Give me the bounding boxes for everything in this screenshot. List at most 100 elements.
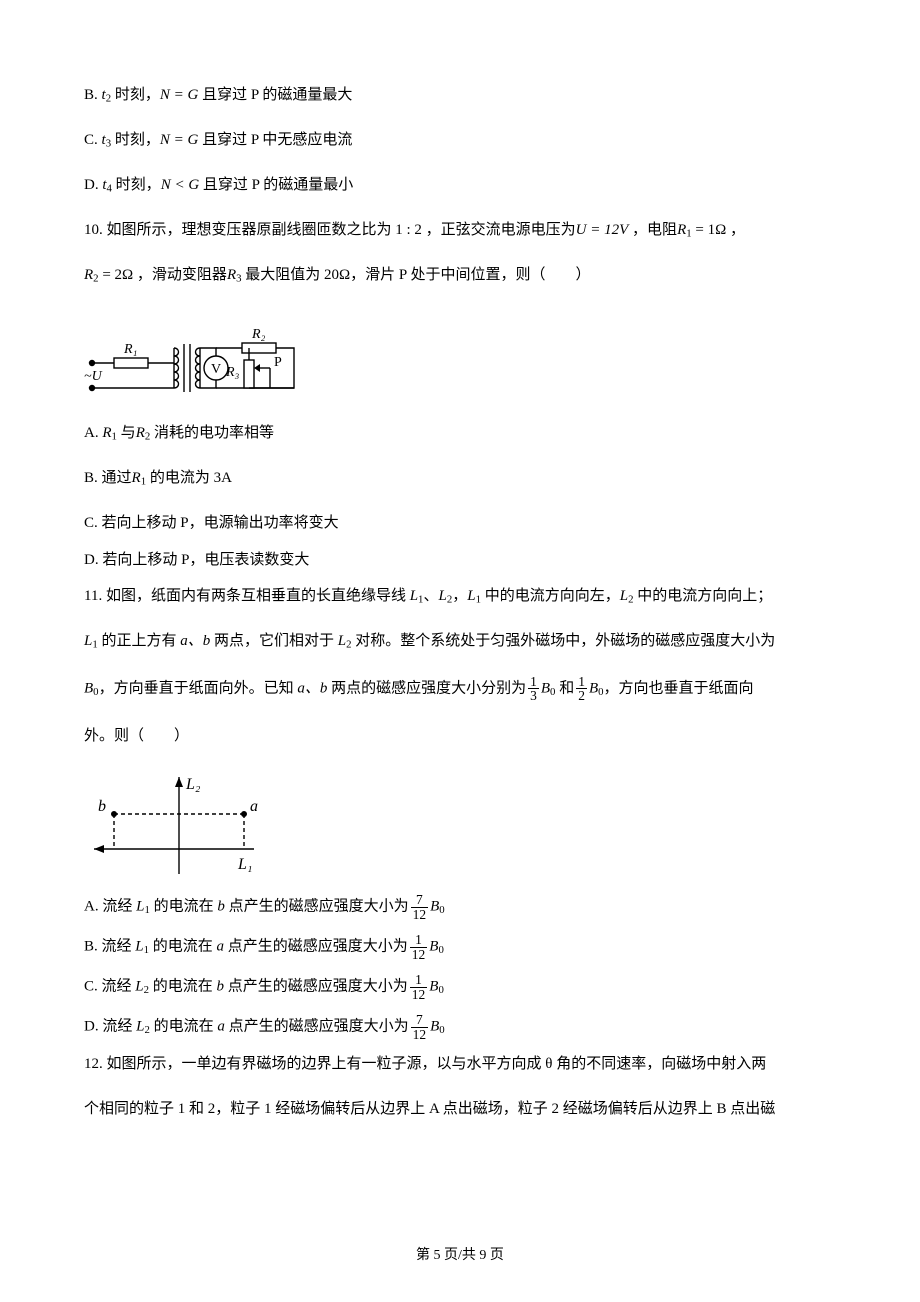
label-b: b — [98, 798, 106, 815]
text: ，电阻 — [628, 222, 677, 238]
text: 的电流在 — [150, 899, 218, 915]
q10-opt-d: D. 若向上移动 P，电压表读数变大 — [84, 549, 836, 572]
eq: U = 12V — [576, 222, 629, 238]
text: 对称。整个系统处于匀强外磁场中，外磁场的磁感应强度大小为 — [352, 633, 776, 649]
var: R — [136, 425, 145, 441]
text: 和 — [555, 680, 574, 696]
text: = 2Ω ，滑动变阻器 — [99, 267, 227, 283]
var: R — [132, 470, 141, 486]
q11-line4: 外。则（ ） — [84, 725, 836, 748]
var: R — [102, 425, 111, 441]
var: L — [438, 588, 446, 604]
label-l2: L₂ — [185, 776, 201, 793]
var: a — [217, 939, 225, 955]
var: L — [620, 588, 628, 604]
text: 的电流在 — [150, 1019, 218, 1035]
var: B — [541, 680, 550, 696]
var: L — [135, 939, 143, 955]
sub: 0 — [439, 905, 444, 917]
eq: N = G — [160, 87, 198, 103]
var: a、b — [180, 633, 210, 649]
var: B — [430, 899, 439, 915]
fraction: 712 — [411, 1013, 429, 1041]
text: 的电流在 — [149, 939, 217, 955]
label-a: a — [250, 798, 258, 815]
text: 点产生的磁感应强度大小为 — [225, 899, 409, 915]
q10-line1: 10. 如图所示，理想变压器原副线圈匝数之比为 1 : 2 ，正弦交流电源电压为… — [84, 219, 836, 242]
text: 时刻， — [111, 87, 160, 103]
label-u: ~U — [84, 369, 103, 384]
text: 且穿过 P 的磁通量最小 — [199, 177, 353, 193]
text: 的正上方有 — [98, 633, 181, 649]
text: 与 — [117, 425, 136, 441]
label: B. — [84, 87, 102, 103]
label: B. 通过 — [84, 470, 132, 486]
text: = 1Ω ， — [692, 222, 745, 238]
text: 最大阻值为 20Ω，滑片 P 处于中间位置，则（ ） — [242, 267, 591, 283]
q11-line3: B0，方向垂直于纸面向外。已知 a、b 两点的磁感应强度大小分别为13B0 和1… — [84, 675, 836, 703]
q11-opt-a: A. 流经 L1 的电流在 b 点产生的磁感应强度大小为712B0 — [84, 893, 836, 921]
text: 的电流在 — [149, 979, 217, 995]
var: B — [430, 1019, 439, 1035]
text: ，方向也垂直于纸面向 — [604, 680, 754, 696]
fraction: 12 — [576, 675, 587, 703]
var: L — [467, 588, 475, 604]
page-number: 第 5 页/共 9 页 — [416, 1248, 504, 1263]
q10-opt-c: C. 若向上移动 P，电源输出功率将变大 — [84, 512, 836, 535]
text: 点产生的磁感应强度大小为 — [225, 1019, 409, 1035]
opt-c: C. t3 时刻，N = G 且穿过 P 中无感应电流 — [84, 129, 836, 152]
var: b — [217, 979, 225, 995]
label-v: V — [211, 362, 221, 377]
var: R — [677, 222, 686, 238]
var: a — [217, 1019, 225, 1035]
fraction: 112 — [410, 973, 428, 1001]
text: 的电流为 3A — [146, 470, 232, 486]
eq: N < G — [161, 177, 199, 193]
fraction: 112 — [410, 933, 428, 961]
label: B. 流经 — [84, 939, 135, 955]
label: C. — [84, 132, 102, 148]
q12-line1: 12. 如图所示，一单边有界磁场的边界上有一粒子源，以与水平方向成 θ 角的不同… — [84, 1053, 836, 1076]
text: 12. 如图所示，一单边有界磁场的边界上有一粒子源，以与水平方向成 θ 角的不同… — [84, 1056, 766, 1072]
text: 两点，它们相对于 — [210, 633, 338, 649]
opt-d: D. t4 时刻，N < G 且穿过 P 的磁通量最小 — [84, 174, 836, 197]
label-r1: R₁ — [123, 342, 137, 357]
var: R — [227, 267, 236, 283]
text: 外。则（ ） — [84, 728, 189, 744]
label-r2: R₂ — [251, 327, 266, 342]
sub: 0 — [439, 1025, 444, 1037]
var: L — [338, 633, 346, 649]
label-p: P — [274, 355, 282, 370]
var: B — [84, 680, 93, 696]
text: 11. 如图，纸面内有两条互相垂直的长直绝缘导线 — [84, 588, 410, 604]
text: 且穿过 P 中无感应电流 — [198, 132, 352, 148]
q11-opt-b: B. 流经 L1 的电流在 a 点产生的磁感应强度大小为112B0 — [84, 933, 836, 961]
opt-b: B. t2 时刻，N = G 且穿过 P 的磁通量最大 — [84, 84, 836, 107]
label: D. — [84, 177, 102, 193]
fraction: 712 — [411, 893, 429, 921]
var: B — [589, 680, 598, 696]
sub: 0 — [438, 945, 443, 957]
text: 、 — [423, 588, 438, 604]
q11-line1: 11. 如图，纸面内有两条互相垂直的长直绝缘导线 L1、L2，L1 中的电流方向… — [84, 585, 836, 608]
var: L — [135, 979, 143, 995]
q11-line2: L1 的正上方有 a、b 两点，它们相对于 L2 对称。整个系统处于匀强外磁场中… — [84, 630, 836, 653]
text: 点产生的磁感应强度大小为 — [224, 979, 408, 995]
q10-opt-b: B. 通过R1 的电流为 3A — [84, 467, 836, 490]
eq: N = G — [160, 132, 198, 148]
sub: 0 — [438, 985, 443, 997]
text: 10. 如图所示，理想变压器原副线圈匝数之比为 1 : 2 ，正弦交流电源电压为 — [84, 222, 576, 238]
q10-opt-a: A. R1 与R2 消耗的电功率相等 — [84, 422, 836, 445]
var: L — [410, 588, 418, 604]
label-l1: L₁ — [237, 856, 252, 873]
text: 中的电流方向向上； — [634, 588, 773, 604]
q11-opt-c: C. 流经 L2 的电流在 b 点产生的磁感应强度大小为112B0 — [84, 973, 836, 1001]
text: 时刻， — [112, 177, 161, 193]
text: 点产生的磁感应强度大小为 — [224, 939, 408, 955]
text: 个相同的粒子 1 和 2，粒子 1 经磁场偏转后从边界上 A 点出磁场，粒子 2… — [84, 1101, 775, 1117]
circuit-diagram: ~U R₁ V R₂ R₃ P — [84, 308, 314, 408]
var: b — [217, 899, 225, 915]
label: D. 流经 — [84, 1019, 136, 1035]
q12-line2: 个相同的粒子 1 和 2，粒子 1 经磁场偏转后从边界上 A 点出磁场，粒子 2… — [84, 1098, 836, 1121]
text: D. 若向上移动 P，电压表读数变大 — [84, 552, 309, 568]
